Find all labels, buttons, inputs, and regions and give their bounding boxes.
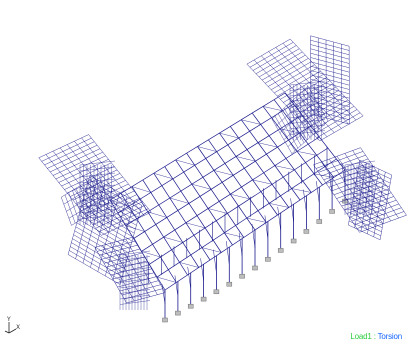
roof-truss-grid [109,92,346,291]
column-supports [162,198,348,323]
axis-triad-icon: Y X [4,316,20,334]
load-case-label: Load1 : [350,332,376,341]
load-case-name: Torsion [377,332,403,341]
load-case-indicator: Load1 : Torsion [350,332,402,341]
tower-shell-meshes [38,35,407,310]
axis-y-label: Y [6,316,11,323]
axis-x-label: X [16,324,20,331]
